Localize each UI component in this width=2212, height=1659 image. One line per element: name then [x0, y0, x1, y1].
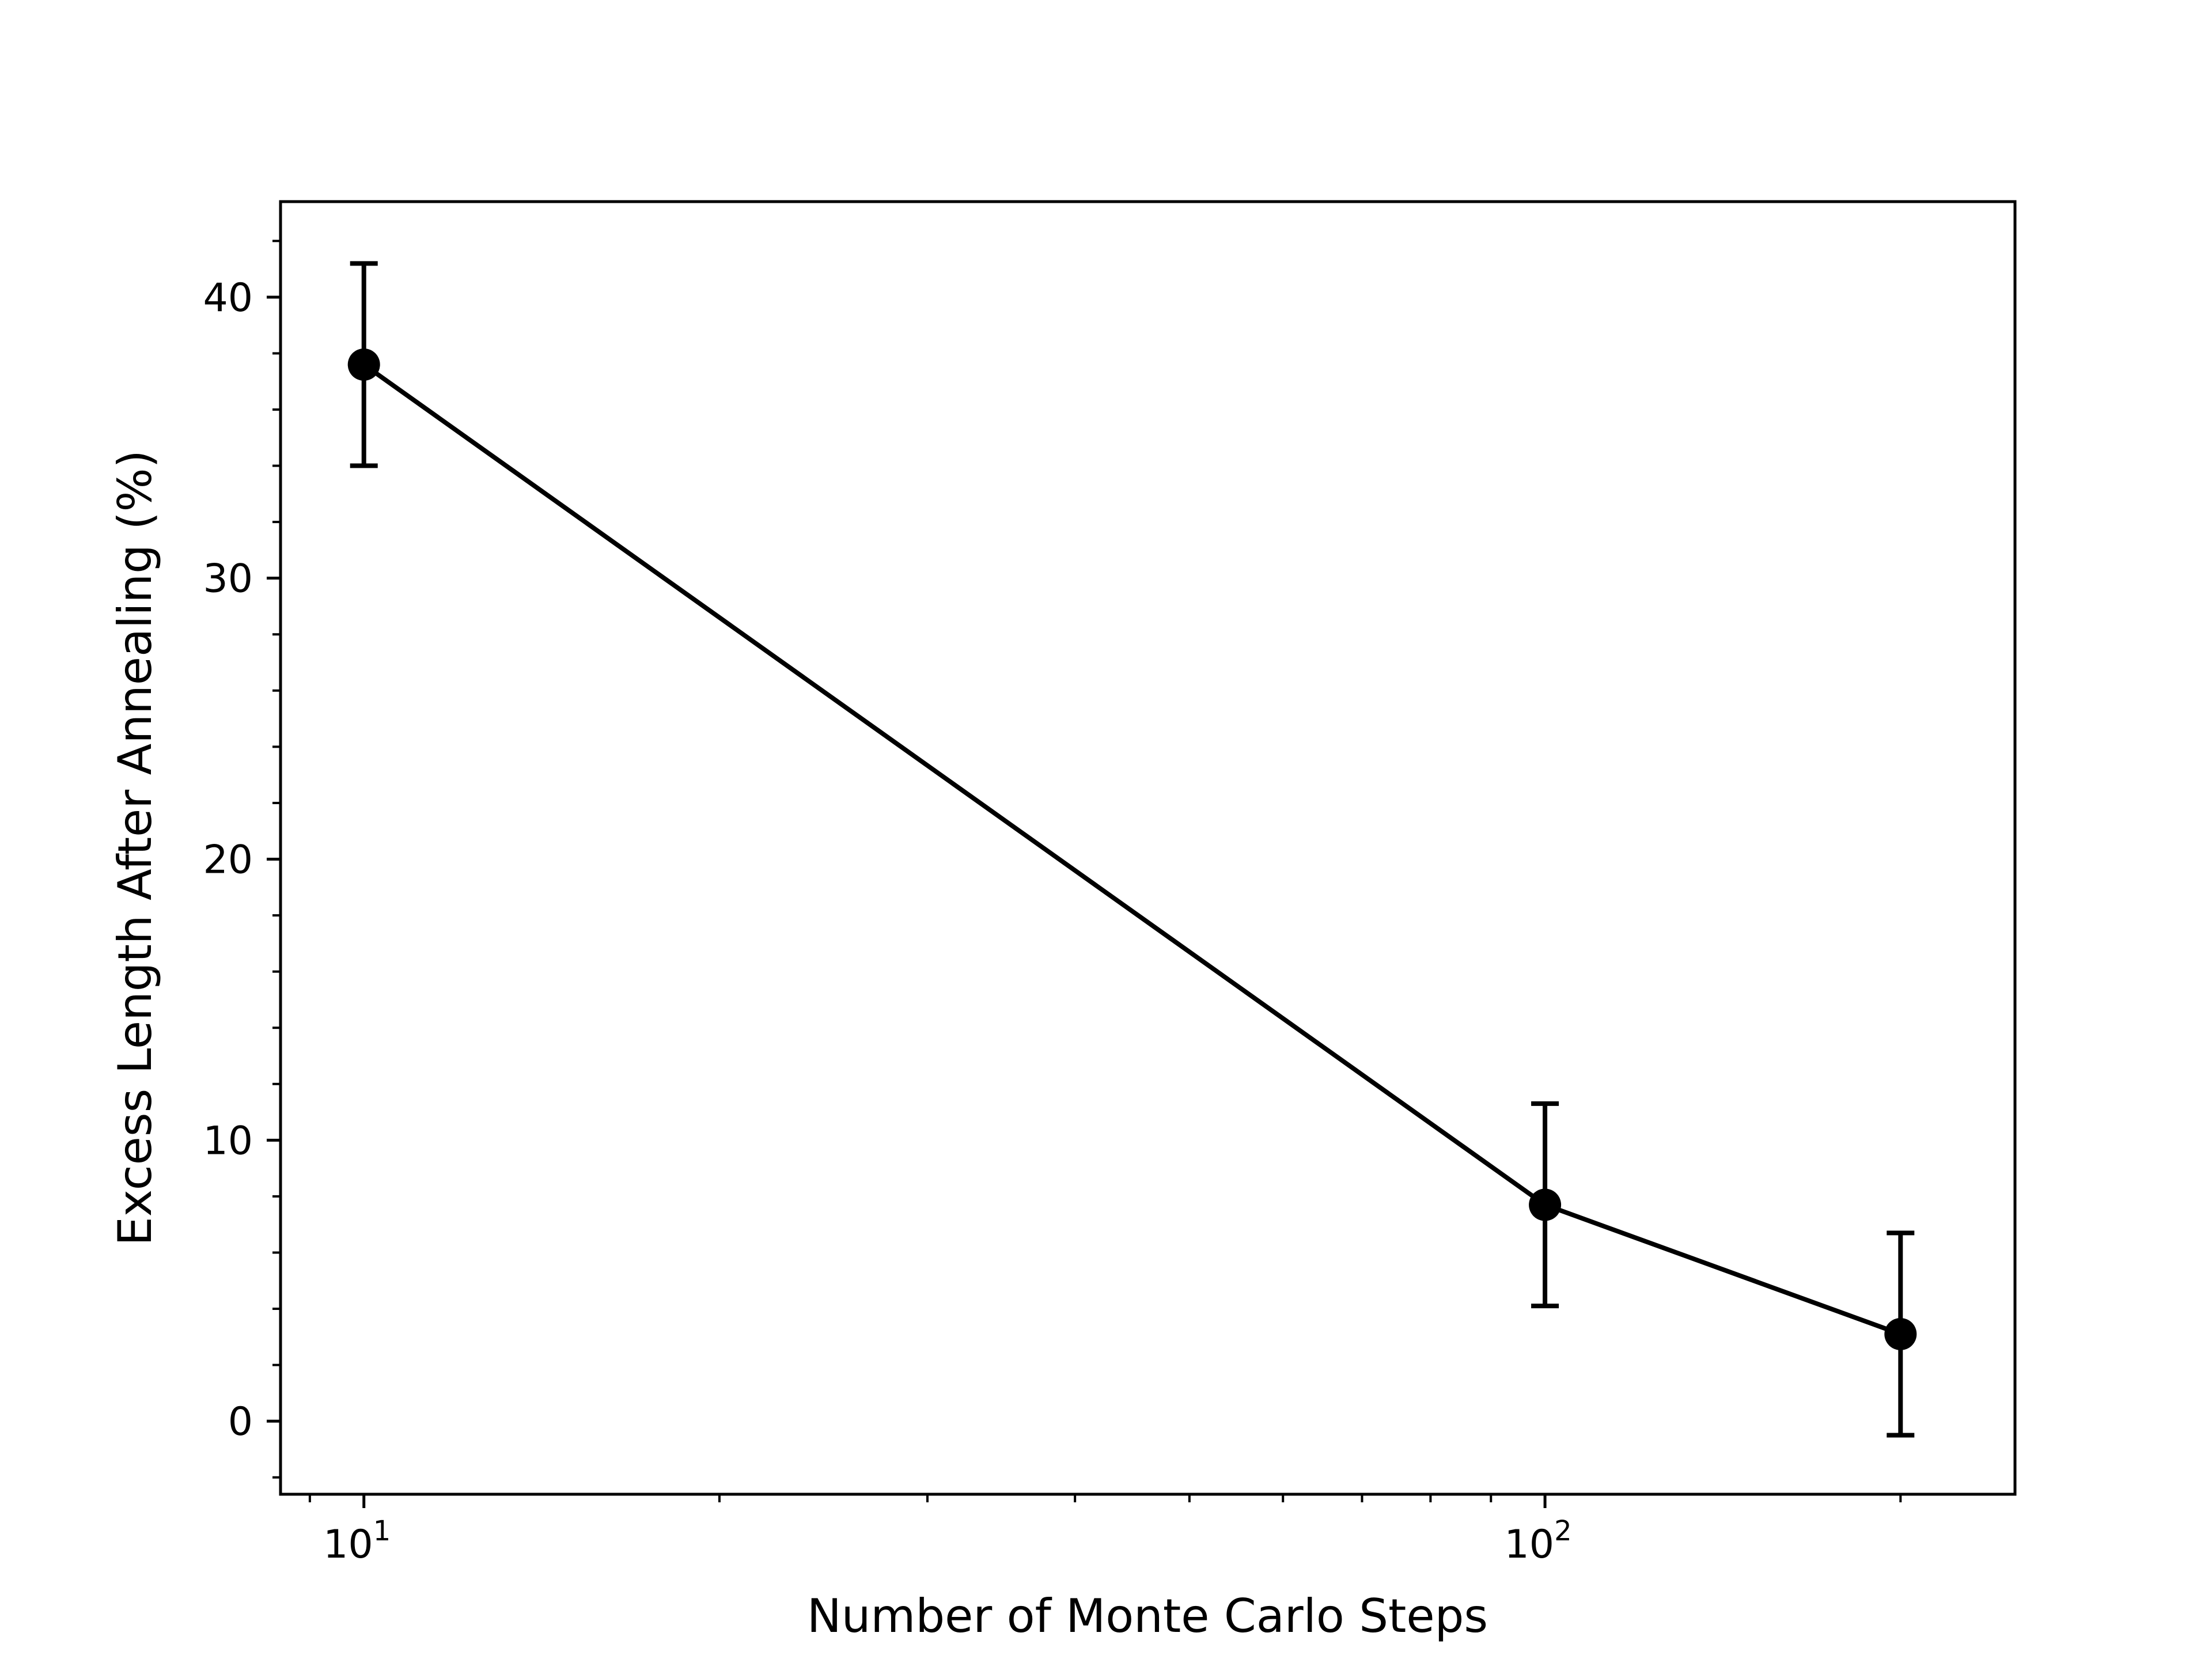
x-tick-exponent: 1 — [373, 1515, 391, 1547]
data-point — [347, 348, 380, 381]
x-tick-base: 10 — [323, 1522, 373, 1567]
y-tick-label: 30 — [203, 556, 253, 602]
data-point — [1884, 1317, 1917, 1350]
y-tick-label: 10 — [203, 1118, 253, 1164]
axes-frame — [279, 200, 2017, 1496]
y-axis-title: Excess Length After Annealing (%) — [108, 450, 162, 1246]
x-tick-base: 10 — [1505, 1522, 1555, 1567]
x-tick-label: 101 — [323, 1515, 391, 1567]
plot-area — [347, 261, 1917, 1438]
data-point — [1529, 1188, 1562, 1221]
y-tick-label: 40 — [203, 275, 253, 321]
x-tick-label: 102 — [1505, 1515, 1572, 1567]
y-tick-label: 0 — [228, 1399, 253, 1445]
x-tick-exponent: 2 — [1554, 1515, 1572, 1547]
y-tick-label: 20 — [203, 838, 253, 883]
x-axis-title: Number of Monte Carlo Steps — [807, 1589, 1488, 1643]
